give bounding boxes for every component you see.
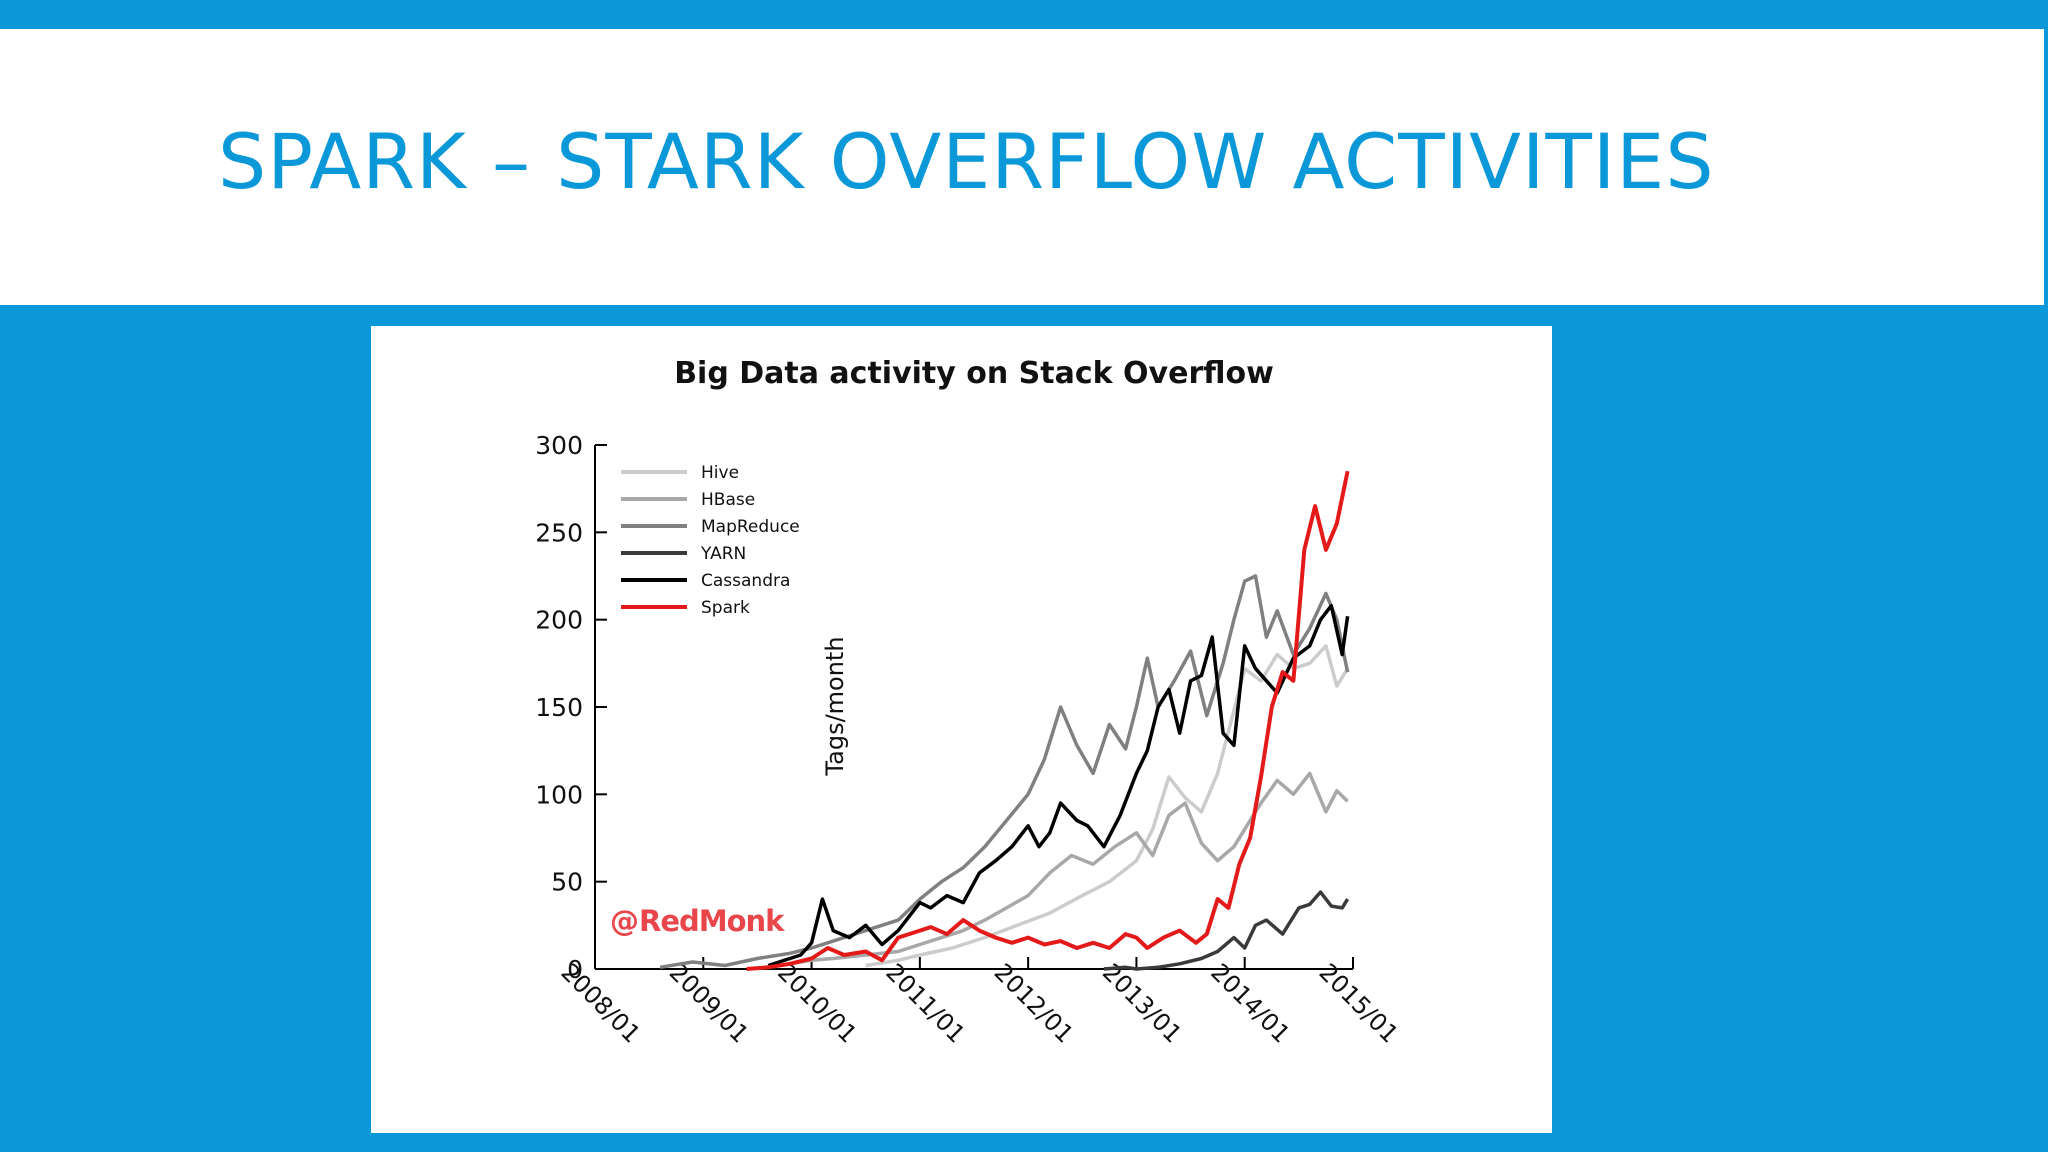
x-tick-label: 2014/01 [1205, 958, 1295, 1048]
y-tick-label: 150 [535, 693, 583, 722]
y-axis-label: Tags/month [821, 636, 849, 776]
y-tick-label: 250 [535, 518, 583, 547]
legend-label-cassandra: Cassandra [701, 571, 790, 591]
series-line-mapreduce [659, 574, 1350, 970]
page-title: SPARK – STARK OVERFLOW ACTIVITIES [218, 117, 1715, 206]
series-line-hbase [789, 771, 1349, 966]
y-tick-label: 0 [567, 955, 583, 984]
y-tick-label: 50 [551, 868, 583, 897]
x-tick-label: 2009/01 [664, 958, 754, 1048]
redmonk-logo-icon: @ [610, 904, 639, 938]
legend-label-spark: Spark [701, 598, 750, 618]
y-tick-label: 300 [535, 431, 583, 460]
x-tick-label: 2008/01 [556, 958, 646, 1048]
chart-panel: Big Data activity on Stack Overflow Tags… [371, 326, 1552, 1133]
series-line-yarn [1103, 890, 1350, 971]
x-tick-label: 2013/01 [1097, 958, 1187, 1048]
chart-svg: Big Data activity on Stack Overflow Tags… [535, 356, 1404, 1048]
redmonk-watermark: @ RedMonk [610, 904, 786, 938]
chart-title: Big Data activity on Stack Overflow [674, 356, 1274, 391]
x-tick-label: 2015/01 [1314, 958, 1404, 1048]
x-tick-label: 2012/01 [989, 958, 1079, 1048]
legend-label-mapreduce: MapReduce [701, 517, 800, 537]
legend-label-yarn: YARN [700, 544, 746, 564]
series-line-cassandra [767, 603, 1350, 968]
legend: Hive HBase MapReduce YARN Cassandra Spark [621, 463, 800, 618]
series-line-spark [746, 470, 1350, 971]
y-tick-label: 100 [535, 780, 583, 809]
title-band [0, 29, 2044, 305]
legend-label-hive: Hive [701, 463, 739, 483]
legend-label-hbase: HBase [701, 490, 755, 510]
redmonk-label: RedMonk [639, 904, 785, 938]
x-tick-label: 2011/01 [880, 958, 970, 1048]
y-tick-label: 200 [535, 606, 583, 635]
x-tick-label: 2010/01 [772, 958, 862, 1048]
series-lines [659, 470, 1350, 971]
